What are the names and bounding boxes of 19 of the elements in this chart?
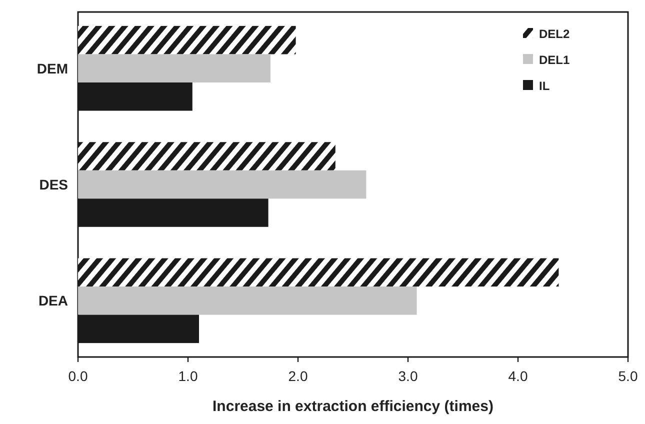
legend-label: IL — [539, 79, 550, 93]
legend-label: DEL2 — [539, 27, 570, 41]
bar — [78, 258, 559, 287]
bar — [78, 26, 296, 54]
y-tick-label: DEM — [36, 60, 68, 76]
y-tick-label: DES — [39, 176, 68, 192]
bar — [78, 170, 366, 199]
bar — [78, 286, 417, 315]
x-tick-label: 0.0 — [68, 368, 88, 384]
x-tick-label: 1.0 — [178, 368, 198, 384]
x-axis-title: Increase in extraction efficiency (times) — [212, 398, 494, 415]
x-tick-label: 2.0 — [288, 368, 308, 384]
y-tick-label: DEA — [38, 292, 68, 309]
x-tick-label: 5.0 — [618, 368, 638, 384]
bar — [78, 54, 270, 82]
x-tick-label: 4.0 — [508, 368, 528, 384]
legend-label: DEL1 — [539, 53, 570, 67]
x-tick-label: 3.0 — [398, 368, 418, 384]
bar — [78, 142, 336, 170]
